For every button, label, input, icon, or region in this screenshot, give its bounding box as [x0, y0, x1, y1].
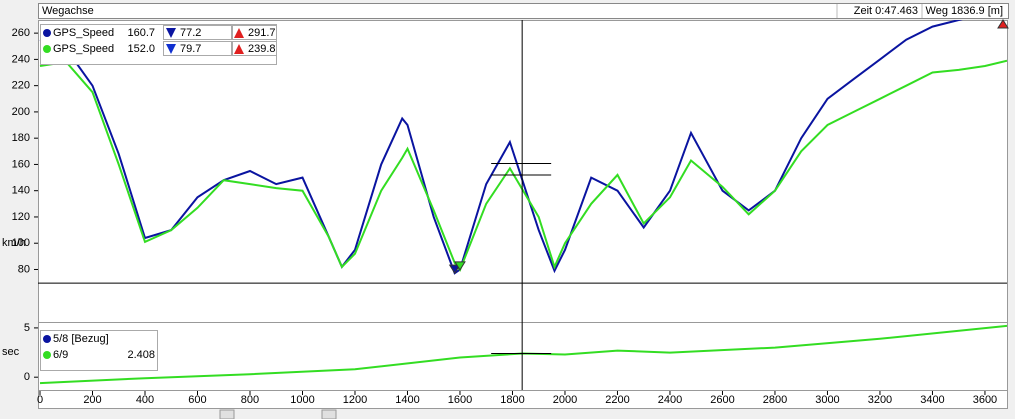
- legend-name: 5/8 [Bezug]: [53, 333, 109, 345]
- legend-stat-box: [232, 41, 277, 56]
- max-marker: [997, 19, 1009, 29]
- legend-max: 239.8: [248, 43, 276, 55]
- y-tick-label: 120: [12, 211, 30, 223]
- lower-plot-area: [38, 322, 1008, 391]
- legend-stat-box: [232, 25, 277, 40]
- y-tick-label: 240: [12, 53, 30, 65]
- x-tick-label: 2800: [763, 394, 787, 406]
- legend-max: 291.7: [248, 27, 276, 39]
- x-tick-label: 1600: [448, 394, 472, 406]
- title-bar: [38, 3, 1009, 19]
- x-tick-label: 400: [136, 394, 154, 406]
- x-tick-label: 2400: [658, 394, 682, 406]
- upper-plot-area: [38, 20, 1008, 323]
- x-tick-label: 3200: [868, 394, 892, 406]
- legend-dot: [43, 351, 51, 359]
- legend-box: [40, 330, 158, 371]
- series-line: [39, 59, 1007, 272]
- x-tick-label: 2600: [710, 394, 734, 406]
- y-axis-label: km/h: [2, 237, 26, 249]
- x-tick-label: 3400: [920, 394, 944, 406]
- y-tick-label: 200: [12, 106, 30, 118]
- y-tick-label: 100: [12, 237, 30, 249]
- legend-stat-box: [163, 41, 232, 56]
- x-tick-label: 800: [241, 394, 259, 406]
- x-tick-label: 1000: [290, 394, 314, 406]
- y-tick-label: 220: [12, 80, 30, 92]
- legend-cursor-value: 152.0: [127, 43, 155, 55]
- x-tick-label: 1800: [500, 394, 524, 406]
- y-tick-label: 180: [12, 132, 30, 144]
- x-tick-label: 0: [37, 394, 43, 406]
- x-tick-label: 3000: [815, 394, 839, 406]
- x-tick-label: 2200: [605, 394, 629, 406]
- y-tick-label: 160: [12, 158, 30, 170]
- x-tick-label: 2000: [553, 394, 577, 406]
- scroll-handle[interactable]: [219, 409, 235, 419]
- legend-min: 77.2: [180, 27, 201, 39]
- legend-cursor-value: 2.408: [127, 349, 155, 361]
- legend-dot: [43, 335, 51, 343]
- min-marker: [454, 261, 466, 271]
- legend-min-icon: [166, 28, 176, 38]
- legend-name: GPS_Speed: [53, 27, 114, 39]
- legend-name: 6/9: [53, 349, 68, 361]
- y-axis-label: sec: [2, 346, 20, 358]
- x-axis-bar: [38, 390, 1008, 409]
- y-tick-label: 80: [18, 263, 30, 275]
- x-tick-label: 200: [83, 394, 101, 406]
- legend-stat-box: [163, 25, 232, 40]
- window-title: Wegachse: [42, 5, 94, 17]
- time-readout: Zeit 0:47.463: [854, 5, 918, 17]
- y-tick-label: 5: [24, 322, 30, 334]
- distance-readout: Weg 1836.9 [m]: [926, 5, 1003, 17]
- legend-min-icon: [166, 44, 176, 54]
- legend-max-icon: [234, 44, 244, 54]
- plot-layer: [39, 324, 1007, 385]
- legend-min: 79.7: [180, 43, 201, 55]
- legend-cursor-value: 160.7: [127, 27, 155, 39]
- series-line: [39, 324, 1007, 385]
- x-tick-label: 3600: [973, 394, 997, 406]
- y-tick-label: 260: [12, 27, 30, 39]
- y-tick-label: 140: [12, 185, 30, 197]
- legend-name: GPS_Speed: [53, 43, 114, 55]
- y-tick-label: 0: [24, 371, 30, 383]
- scroll-handle[interactable]: [321, 409, 337, 419]
- x-tick-label: 1200: [343, 394, 367, 406]
- min-marker: [448, 264, 461, 275]
- legend-max-icon: [234, 28, 244, 38]
- legend-dot: [43, 29, 51, 37]
- legend-dot: [43, 45, 51, 53]
- x-tick-label: 600: [188, 394, 206, 406]
- x-tick-label: 1400: [395, 394, 419, 406]
